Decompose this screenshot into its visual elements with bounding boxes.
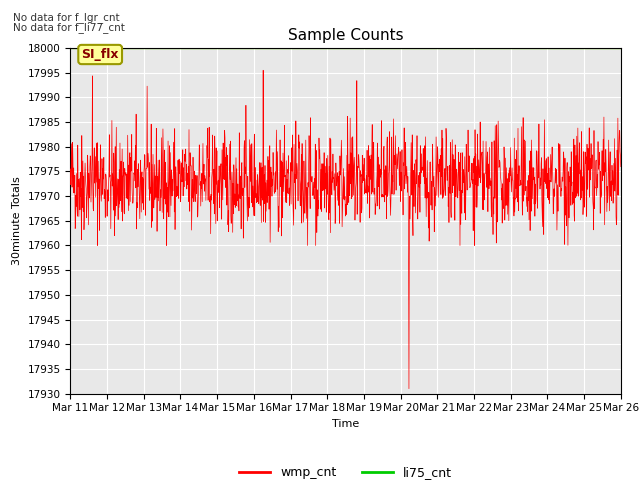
Text: No data for f_li77_cnt: No data for f_li77_cnt xyxy=(13,22,125,33)
Text: SI_flx: SI_flx xyxy=(81,48,119,61)
X-axis label: Time: Time xyxy=(332,419,359,429)
Legend: wmp_cnt, li75_cnt: wmp_cnt, li75_cnt xyxy=(234,461,457,480)
Text: No data for f_lgr_cnt: No data for f_lgr_cnt xyxy=(13,12,120,23)
Y-axis label: 30minute Totals: 30minute Totals xyxy=(12,177,22,265)
Title: Sample Counts: Sample Counts xyxy=(288,28,403,43)
